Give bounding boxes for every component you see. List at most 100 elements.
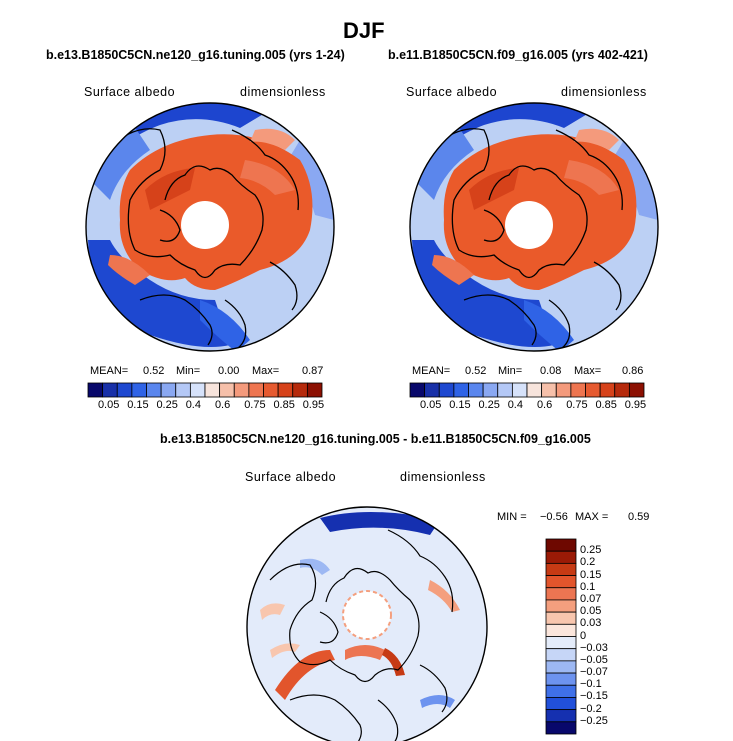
left-colorbar-tick-label: 0.4: [185, 399, 201, 411]
left-colorbar-cell: [175, 382, 191, 398]
diff-colorbar-cell: [545, 623, 577, 637]
right-max-value: 0.86: [622, 365, 644, 377]
left-colorbar-tick-label: 0.85: [273, 399, 295, 411]
right-colorbar-cell: [409, 382, 426, 398]
right-colorbar-cell: [482, 382, 499, 398]
right-colorbar-cell: [555, 382, 572, 398]
diff-colorbar-cell: [545, 599, 577, 613]
left-colorbar-tick-label: 0.05: [97, 399, 120, 411]
right-mean-label: MEAN=: [412, 365, 451, 377]
left-case-title: b.e13.B1850C5CN.ne120_g16.tuning.005 (yr…: [46, 48, 345, 62]
right-colorbar-tick-label: 0.6: [536, 399, 553, 411]
diff-max-value: 0.59: [628, 511, 650, 523]
left-colorbar-cell: [306, 382, 323, 398]
right-colorbar-cell: [614, 382, 630, 398]
diff-colorbar-tick-label: −0.2: [580, 702, 602, 715]
left-variable-label: Surface albedo: [84, 85, 176, 99]
right-colorbar-cell: [453, 382, 469, 398]
diff-max-label: MAX =: [575, 511, 609, 523]
right-colorbar-cell: [526, 382, 543, 398]
diff-colorbar-tick-label: 0.03: [580, 617, 602, 630]
left-colorbar-cell: [248, 382, 264, 398]
left-colorbar-tick-label: 0.25: [156, 399, 178, 411]
left-colorbar-cell: [263, 382, 279, 398]
left-colorbar-cell: [292, 382, 308, 398]
left-max-value: 0.87: [302, 365, 324, 377]
right-units-label: dimensionless: [561, 85, 647, 99]
diff-colorbar-tick-label: −0.07: [580, 666, 608, 679]
right-colorbar-tick-label: 0.95: [624, 399, 647, 411]
diff-colorbar-tick-label: 0.1: [580, 580, 596, 593]
right-colorbar-tick-label: 0.05: [419, 399, 442, 411]
right-polar-map: [409, 102, 659, 352]
right-colorbar-tick-label: 0.75: [566, 399, 588, 411]
diff-case-title: b.e13.B1850C5CN.ne120_g16.tuning.005 - b…: [160, 432, 591, 446]
right-colorbar-tick-label: 0.15: [449, 399, 471, 411]
right-min-label: Min=: [498, 365, 523, 377]
left-colorbar-cell: [204, 382, 221, 398]
diff-colorbar-tick-label: 0.2: [580, 556, 596, 569]
left-units-label: dimensionless: [240, 85, 326, 99]
left-min-label: Min=: [176, 365, 201, 377]
right-colorbar-cell: [424, 382, 440, 398]
diff-min-value: −0.56: [540, 511, 568, 523]
diff-colorbar-cell: [545, 648, 577, 662]
diff-colorbar-cell: [545, 709, 577, 723]
diff-colorbar-cell: [545, 611, 577, 625]
diff-colorbar-cell: [545, 672, 577, 686]
diff-colorbar-tick-label: −0.25: [580, 714, 608, 727]
diff-colorbar-cell: [545, 721, 577, 735]
diff-colorbar-cell: [545, 684, 577, 698]
diff-colorbar-cell: [545, 550, 577, 564]
right-mean-value: 0.52: [465, 365, 487, 377]
right-min-value: 0.08: [540, 365, 562, 377]
diff-polar-map: [246, 506, 488, 741]
left-mean-label: MEAN=: [90, 365, 129, 377]
right-colorbar-tick-label: 0.25: [478, 399, 500, 411]
diff-colorbar: [545, 538, 577, 735]
right-colorbar-tick-label: 0.85: [595, 399, 617, 411]
left-colorbar-cell: [131, 382, 147, 398]
left-colorbar-cell: [233, 382, 250, 398]
right-max-label: Max=: [574, 365, 602, 377]
left-colorbar-tick-label: 0.75: [244, 399, 266, 411]
right-case-title: b.e11.B1850C5CN.f09_g16.005 (yrs 402-421…: [388, 48, 648, 62]
left-min-value: 0.00: [218, 365, 240, 377]
left-max-label: Max=: [252, 365, 280, 377]
diff-colorbar-tick-label: 0.25: [580, 544, 602, 557]
left-colorbar-cell: [116, 382, 133, 398]
left-colorbar-cell: [189, 382, 206, 398]
diff-colorbar-cell: [545, 575, 577, 589]
diff-colorbar-tick-label: 0.05: [580, 605, 602, 618]
right-colorbar-cell: [541, 382, 557, 398]
diff-colorbar-cell: [545, 660, 577, 674]
right-colorbar-tick-label: 0.4: [507, 399, 523, 411]
left-colorbar-cell: [277, 382, 294, 398]
right-colorbar-cell: [585, 382, 601, 398]
left-colorbar-tick-label: 0.15: [127, 399, 149, 411]
right-colorbar-cell: [497, 382, 513, 398]
left-mean-value: 0.52: [143, 365, 165, 377]
right-colorbar-cell: [438, 382, 455, 398]
diff-colorbar-tick-label: 0: [580, 629, 587, 642]
diff-colorbar-cell: [545, 538, 577, 552]
diff-colorbar-tick-label: −0.1: [580, 678, 602, 691]
page-title: DJF: [343, 18, 385, 43]
left-polar-map: [85, 102, 335, 352]
right-colorbar-cell: [468, 382, 484, 398]
diff-colorbar-cell: [545, 636, 577, 650]
right-colorbar-cell: [570, 382, 586, 398]
diff-colorbar-tick-label: −0.15: [580, 690, 608, 703]
right-colorbar-cell: [599, 382, 616, 398]
diff-colorbar-tick-label: −0.05: [580, 653, 608, 666]
right-colorbar-cell: [628, 382, 645, 398]
diff-variable-label: Surface albedo: [245, 470, 337, 484]
left-colorbar-tick-label: 0.95: [302, 399, 325, 411]
left-colorbar-cell: [146, 382, 162, 398]
diff-colorbar-cell: [545, 587, 577, 601]
left-colorbar-cell: [87, 382, 104, 398]
diff-colorbar-tick-label: −0.03: [580, 641, 608, 654]
left-colorbar-tick-label: 0.6: [214, 399, 231, 411]
diff-colorbar-tick-label: 0.15: [580, 568, 602, 581]
